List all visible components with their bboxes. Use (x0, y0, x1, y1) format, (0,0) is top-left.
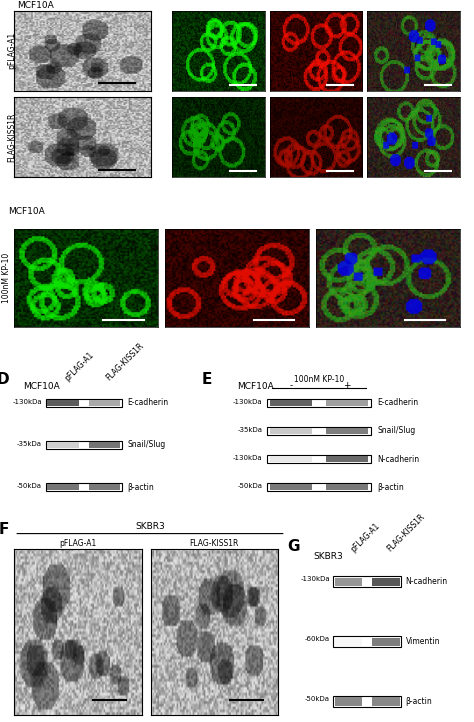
Bar (333, 576, 401, 587)
Bar (270, 428, 312, 434)
Text: B: B (155, 0, 167, 4)
Bar (47, 400, 79, 406)
Text: MCF10A: MCF10A (9, 207, 45, 217)
Text: pFLAG-A1: pFLAG-A1 (63, 350, 96, 383)
Text: Snail/Slug: Snail/Slug (128, 440, 165, 450)
Title: pFLAG-A1: pFLAG-A1 (59, 539, 97, 548)
Bar (333, 636, 401, 647)
Text: pFLAG-A1: pFLAG-A1 (348, 521, 381, 554)
Bar (372, 578, 400, 586)
Text: -130kDa: -130kDa (12, 399, 42, 405)
Bar (267, 455, 371, 463)
Text: G: G (287, 539, 299, 554)
Title: FLAG-KISS1R: FLAG-KISS1R (190, 539, 239, 548)
Bar (267, 399, 371, 406)
Text: -35kDa: -35kDa (17, 441, 42, 447)
Text: 100nM KP-10: 100nM KP-10 (294, 375, 344, 384)
Text: MCF10A: MCF10A (23, 382, 60, 391)
Bar (335, 638, 363, 645)
Text: F: F (0, 522, 9, 537)
Text: N-cadherin: N-cadherin (378, 455, 419, 464)
Bar (335, 697, 363, 705)
Y-axis label: FLAG-KISS1R: FLAG-KISS1R (7, 113, 16, 162)
Text: FLAG-KISS1R: FLAG-KISS1R (105, 342, 146, 383)
Text: MCF10A: MCF10A (17, 1, 54, 10)
Title: αE-cadherin: αE-cadherin (196, 2, 242, 11)
Bar (47, 442, 79, 448)
Text: +: + (343, 381, 351, 390)
Bar (372, 697, 400, 705)
Y-axis label: 100nM KP-10: 100nM KP-10 (2, 253, 11, 303)
Bar (89, 484, 120, 490)
Text: β-actin: β-actin (128, 482, 154, 492)
Bar (326, 484, 368, 490)
Text: MCF10A: MCF10A (237, 382, 273, 391)
Text: N-cadherin: N-cadherin (406, 578, 448, 586)
Text: -50kDa: -50kDa (305, 696, 330, 702)
Title: αE-cadherin: αE-cadherin (63, 220, 109, 229)
Text: β-actin: β-actin (378, 482, 404, 492)
Text: Snail/Slug: Snail/Slug (378, 427, 416, 435)
Title: Overlay: Overlay (399, 2, 428, 11)
Bar (267, 427, 371, 435)
Text: -: - (289, 381, 292, 390)
Bar (270, 484, 312, 490)
Bar (270, 400, 312, 406)
Bar (326, 400, 368, 406)
Bar (335, 578, 363, 586)
Text: -35kDa: -35kDa (237, 427, 263, 433)
Y-axis label: pFLAG-A1: pFLAG-A1 (161, 32, 170, 69)
Text: D: D (0, 373, 9, 388)
Bar (46, 483, 122, 491)
Text: -130kDa: -130kDa (233, 399, 263, 405)
Bar (333, 696, 401, 707)
Text: FLAG-KISS1R: FLAG-KISS1R (386, 512, 427, 554)
Bar (270, 456, 312, 462)
Text: SKBR3: SKBR3 (136, 522, 165, 531)
Title: Overlay: Overlay (373, 220, 403, 229)
Bar (89, 400, 120, 406)
Text: -130kDa: -130kDa (301, 576, 330, 583)
Text: -130kDa: -130kDa (233, 455, 263, 461)
Title: αF-actin: αF-actin (221, 220, 253, 229)
Text: β-actin: β-actin (406, 697, 432, 706)
Y-axis label: pFLAG-A1: pFLAG-A1 (7, 32, 16, 69)
Bar (267, 483, 371, 491)
Bar (46, 399, 122, 406)
Bar (372, 638, 400, 645)
Bar (47, 484, 79, 490)
Text: E: E (201, 373, 212, 388)
Text: -60kDa: -60kDa (305, 636, 330, 643)
Text: SKBR3: SKBR3 (313, 552, 343, 561)
Title: αF-actin: αF-actin (301, 2, 332, 11)
Bar (326, 456, 368, 462)
Text: -50kDa: -50kDa (17, 483, 42, 490)
Bar (326, 428, 368, 434)
Bar (46, 441, 122, 449)
Text: E-cadherin: E-cadherin (378, 399, 419, 407)
Text: Vimentin: Vimentin (406, 637, 440, 646)
Y-axis label: FLAG-KISS1R: FLAG-KISS1R (161, 112, 170, 162)
Bar (89, 442, 120, 448)
Text: -50kDa: -50kDa (237, 483, 263, 490)
Text: E-cadherin: E-cadherin (128, 399, 168, 407)
